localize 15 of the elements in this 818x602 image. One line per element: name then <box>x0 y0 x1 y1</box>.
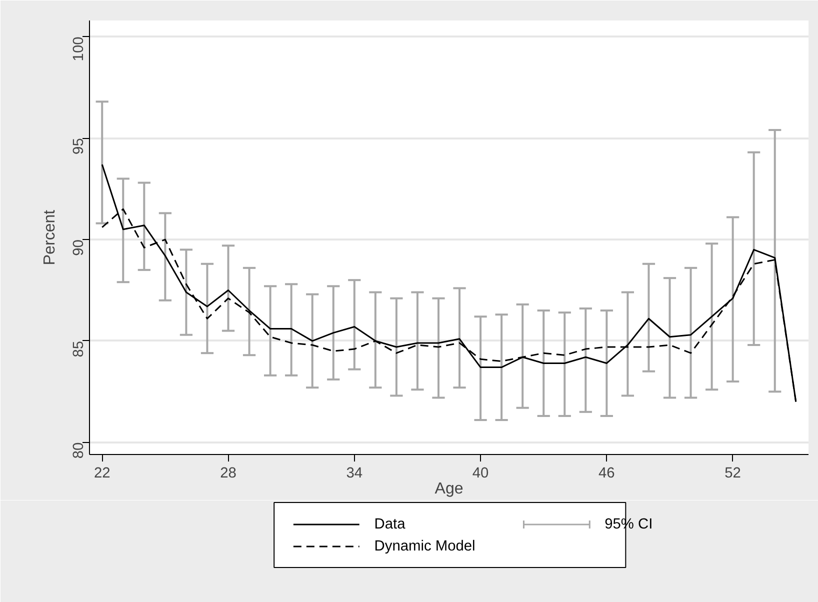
y-tick-label: 80 <box>71 442 87 459</box>
x-tick-label: 28 <box>220 466 236 482</box>
y-tick-label: 85 <box>71 340 87 358</box>
y-tick-label: 90 <box>71 240 87 256</box>
x-tick-label: 46 <box>598 466 615 482</box>
legend-label: Dynamic Model <box>374 538 476 554</box>
x-tick-label: 52 <box>724 466 741 482</box>
x-axis-title: Age <box>434 480 464 498</box>
legend-label: Data <box>374 516 406 532</box>
x-tick-label: 40 <box>472 466 489 482</box>
x-tick-label: 22 <box>94 466 110 482</box>
x-tick-label: 34 <box>346 466 363 482</box>
y-tick-label: 95 <box>71 138 87 154</box>
y-tick-label: 100 <box>71 36 87 62</box>
y-axis-title: Percent <box>42 209 58 266</box>
